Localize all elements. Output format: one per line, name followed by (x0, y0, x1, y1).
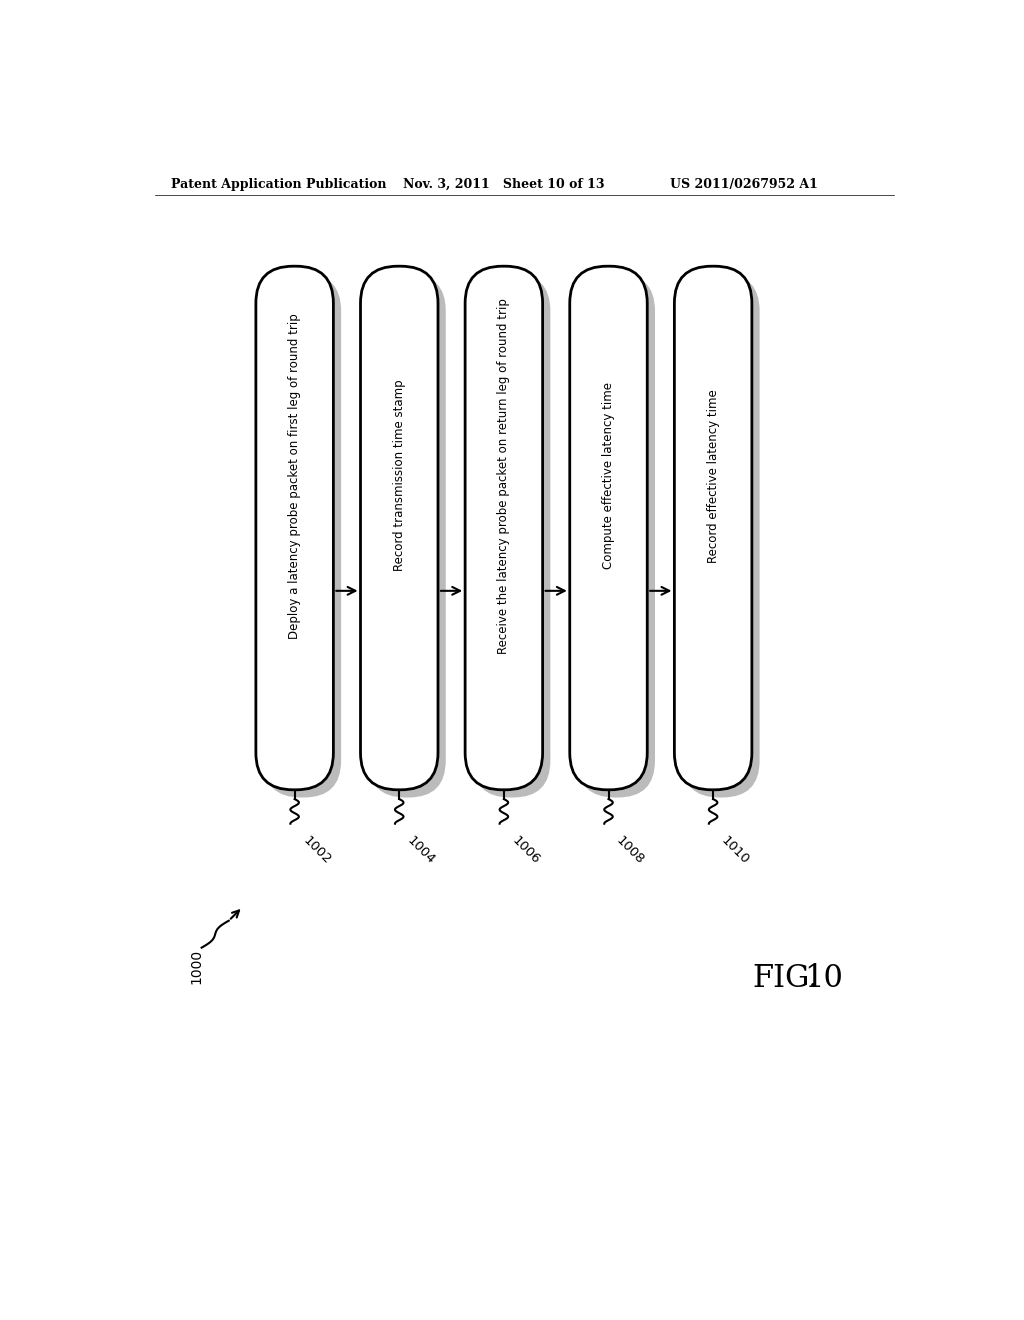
Text: 1008: 1008 (614, 834, 647, 867)
Text: US 2011/0267952 A1: US 2011/0267952 A1 (671, 178, 818, 190)
FancyBboxPatch shape (465, 267, 543, 789)
Text: 1002: 1002 (300, 834, 333, 867)
Text: 1010: 1010 (719, 834, 752, 867)
FancyBboxPatch shape (360, 267, 438, 789)
FancyBboxPatch shape (569, 267, 647, 789)
Text: Nov. 3, 2011   Sheet 10 of 13: Nov. 3, 2011 Sheet 10 of 13 (403, 178, 604, 190)
Text: Deploy a latency probe packet on first leg of round trip: Deploy a latency probe packet on first l… (288, 313, 301, 639)
Text: 1004: 1004 (404, 834, 437, 867)
Text: 1006: 1006 (509, 834, 543, 867)
FancyBboxPatch shape (369, 275, 445, 797)
FancyBboxPatch shape (675, 267, 752, 789)
Text: 1000: 1000 (189, 949, 203, 985)
Text: Record transmission time stamp: Record transmission time stamp (393, 380, 406, 572)
Text: FIG.: FIG. (752, 964, 818, 994)
FancyBboxPatch shape (263, 275, 341, 797)
Text: Patent Application Publication: Patent Application Publication (171, 178, 386, 190)
Text: 10: 10 (804, 964, 843, 994)
FancyBboxPatch shape (256, 267, 334, 789)
FancyBboxPatch shape (473, 275, 550, 797)
FancyBboxPatch shape (682, 275, 760, 797)
Text: Compute effective latency time: Compute effective latency time (602, 383, 615, 569)
Text: Receive the latency probe packet on return leg of round trip: Receive the latency probe packet on retu… (498, 298, 510, 653)
Text: Record effective latency time: Record effective latency time (707, 389, 720, 562)
FancyBboxPatch shape (578, 275, 655, 797)
